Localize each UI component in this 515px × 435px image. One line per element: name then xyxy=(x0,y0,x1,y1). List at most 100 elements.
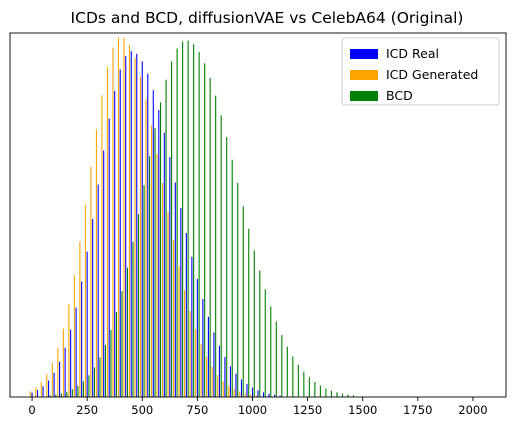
bar-icd-generated xyxy=(150,125,153,398)
bars-group xyxy=(29,37,354,398)
legend-box xyxy=(341,37,500,106)
bar-icd-generated xyxy=(167,212,169,397)
bar-icd-generated xyxy=(244,393,246,397)
bar-bcd xyxy=(330,390,332,397)
bar-icd-generated xyxy=(211,367,213,397)
bar-icd-generated xyxy=(57,348,59,397)
bar-bcd xyxy=(264,289,266,397)
bar-icd-real xyxy=(169,157,171,397)
bar-bcd xyxy=(292,356,294,397)
bar-bcd xyxy=(182,41,184,397)
bar-icd-generated xyxy=(84,204,86,397)
bar-icd-generated xyxy=(46,374,48,397)
bar-bcd xyxy=(209,78,211,397)
bar-icd-real xyxy=(257,390,259,397)
x-tick-label: 1750 xyxy=(403,403,432,417)
bar-icd-generated xyxy=(173,240,175,397)
x-tick-label: 500 xyxy=(131,403,153,417)
bar-bcd xyxy=(88,375,90,397)
bar-bcd xyxy=(115,311,118,397)
bar-icd-real xyxy=(196,278,198,397)
bar-icd-real xyxy=(108,118,110,397)
bar-icd-real xyxy=(268,393,270,397)
bar-icd-generated xyxy=(40,382,42,397)
x-tick-label: 1000 xyxy=(238,403,267,417)
bar-icd-real xyxy=(213,332,215,397)
bar-icd-real xyxy=(158,110,160,397)
bar-icd-generated xyxy=(145,99,147,398)
bar-bcd xyxy=(104,344,106,397)
bar-icd-real xyxy=(147,73,149,397)
bar-bcd xyxy=(220,115,222,397)
bar-bcd xyxy=(352,395,354,397)
bar-icd-generated xyxy=(134,57,136,397)
bar-bcd xyxy=(297,364,299,397)
bar-bcd xyxy=(110,329,112,397)
bar-icd-generated xyxy=(162,183,164,397)
bar-bcd xyxy=(66,391,68,397)
bar-bcd xyxy=(148,156,151,397)
bar-bcd xyxy=(270,306,272,397)
bar-icd-real xyxy=(81,281,83,397)
bar-bcd xyxy=(319,385,321,397)
bar-bcd xyxy=(121,291,123,397)
bar-icd-generated xyxy=(106,67,108,398)
legend-label-icd-generated: ICD Generated xyxy=(386,67,478,82)
bar-icd-real xyxy=(119,69,121,398)
bar-bcd xyxy=(198,51,200,398)
bar-icd-generated xyxy=(156,153,158,397)
bar-icd-real xyxy=(235,373,237,397)
x-tick-label: 1500 xyxy=(348,403,377,417)
legend: ICD Real ICD Generated BCD xyxy=(341,37,500,106)
bar-icd-generated xyxy=(128,44,131,398)
bar-icd-real xyxy=(103,150,105,397)
x-tick-label: 250 xyxy=(76,403,98,417)
bar-icd-generated xyxy=(228,385,230,397)
bar-icd-real xyxy=(59,361,61,397)
bar-icd-real xyxy=(174,182,176,397)
bar-bcd xyxy=(286,346,288,397)
bar-icd-generated xyxy=(239,391,241,397)
bar-icd-generated xyxy=(178,266,180,397)
bar-icd-real xyxy=(279,395,281,397)
bar-icd-generated xyxy=(217,375,219,397)
bar-icd-real xyxy=(207,316,209,397)
bar-icd-real xyxy=(273,394,276,397)
legend-label-bcd: BCD xyxy=(386,88,413,103)
x-tick-label: 750 xyxy=(186,403,208,417)
bar-icd-real xyxy=(125,55,127,397)
bar-icd-real xyxy=(97,184,99,397)
bar-icd-real xyxy=(86,251,88,397)
bar-icd-real xyxy=(240,379,243,397)
bar-icd-generated xyxy=(117,37,120,398)
bar-icd-real xyxy=(114,90,116,398)
bar-bcd xyxy=(55,394,57,397)
bar-icd-real xyxy=(185,233,187,397)
bar-icd-real xyxy=(48,380,50,397)
bar-icd-generated xyxy=(62,328,64,397)
x-tick-label: 1250 xyxy=(293,403,322,417)
bar-icd-real xyxy=(64,347,66,397)
bar-icd-generated xyxy=(68,304,70,397)
bar-bcd xyxy=(160,102,162,397)
bar-bcd xyxy=(126,267,129,397)
bar-icd-real xyxy=(75,307,77,397)
x-tick-label: 0 xyxy=(28,403,35,417)
bar-bcd xyxy=(253,250,255,397)
bar-icd-real xyxy=(92,218,94,397)
bar-icd-real xyxy=(251,387,254,397)
bar-icd-generated xyxy=(139,76,142,398)
bar-bcd xyxy=(77,385,79,397)
bar-icd-real xyxy=(136,53,138,398)
bar-icd-generated xyxy=(233,389,235,397)
bar-icd-real xyxy=(246,384,248,397)
bar-icd-generated xyxy=(206,356,208,397)
bar-bcd xyxy=(237,182,239,397)
bar-icd-generated xyxy=(101,95,103,397)
bar-icd-real xyxy=(130,51,132,397)
bar-icd-generated xyxy=(51,363,53,397)
bar-icd-real xyxy=(42,386,44,397)
bar-bcd xyxy=(215,95,217,397)
bar-icd-generated xyxy=(79,241,81,397)
